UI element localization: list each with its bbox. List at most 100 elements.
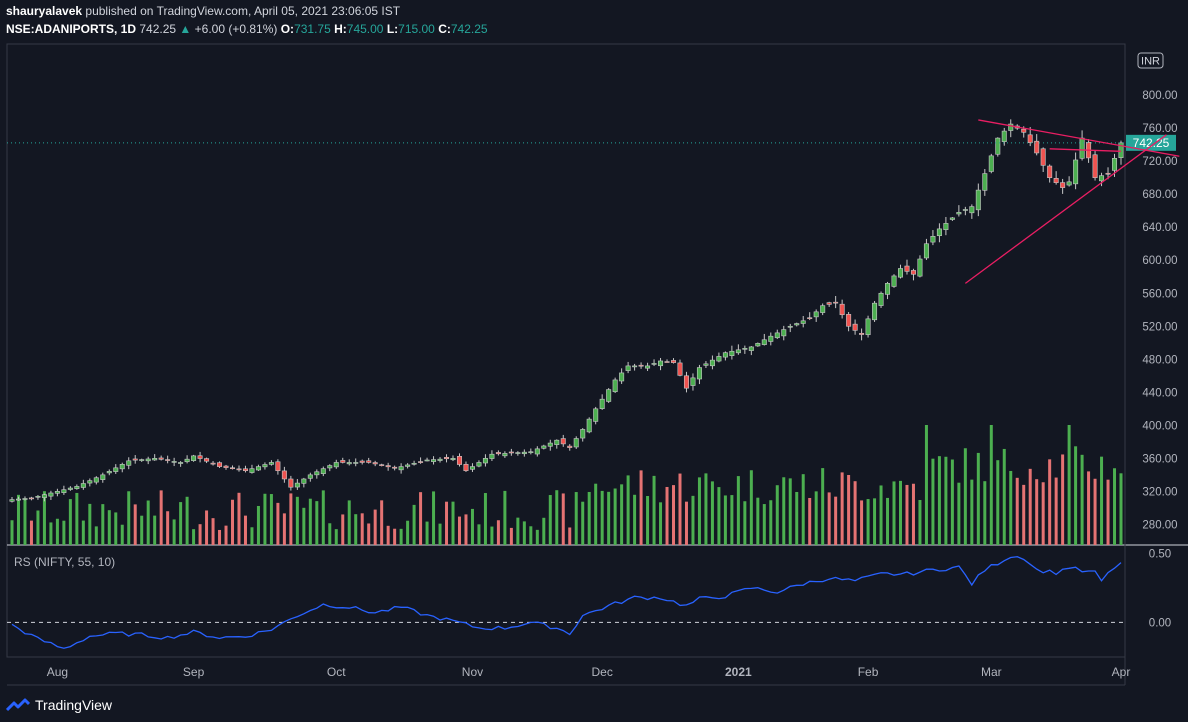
volume-bar	[282, 513, 286, 545]
rs-line	[11, 556, 1122, 649]
volume-bar	[360, 513, 364, 545]
volume-bar	[94, 526, 98, 545]
volume-bar	[652, 475, 656, 545]
volume-bar	[821, 468, 825, 545]
volume-bar	[347, 500, 351, 545]
candle-body	[100, 474, 106, 480]
candle-body	[372, 462, 378, 465]
volume-bar	[678, 473, 682, 545]
candle-body	[865, 318, 871, 336]
candle-body	[398, 466, 404, 471]
candle-body	[1053, 178, 1059, 183]
candle-body	[54, 491, 60, 494]
volume-bar	[814, 491, 818, 545]
candle-body	[405, 464, 411, 467]
candle-body	[852, 323, 858, 331]
volume-bar	[386, 525, 390, 545]
candle-body	[1092, 154, 1098, 179]
volume-bar	[68, 499, 72, 545]
candle-body	[859, 332, 865, 335]
volume-bar	[1119, 473, 1123, 545]
candle-body	[431, 459, 437, 462]
volume-bar	[302, 507, 306, 545]
volume-bar	[775, 485, 779, 545]
volume-bar	[399, 528, 403, 545]
candle-body	[275, 461, 281, 472]
volume-bar	[140, 515, 144, 545]
tradingview-footer[interactable]: TradingView	[6, 694, 112, 716]
volume-bar	[879, 485, 883, 545]
volume-bar	[736, 476, 740, 545]
volume-bar	[743, 501, 747, 545]
candle-body	[197, 455, 203, 459]
volume-bar	[704, 473, 708, 545]
volume-bar	[535, 529, 539, 545]
volume-bar	[587, 491, 591, 545]
candle-body	[671, 360, 677, 363]
volume-bar	[522, 521, 526, 545]
candle-body	[67, 487, 73, 490]
volume-bar	[192, 529, 196, 545]
volume-bar	[81, 520, 85, 545]
volume-bar	[321, 490, 325, 545]
candle-body	[930, 236, 936, 243]
volume-bar	[503, 490, 507, 545]
candle-body	[223, 465, 229, 468]
volume-bar	[256, 505, 260, 545]
candle-body	[612, 379, 618, 393]
price-tick-label: 600.00	[1142, 255, 1177, 267]
volume-bar	[36, 510, 40, 545]
candle-body	[106, 471, 112, 474]
candle-body	[307, 474, 313, 479]
volume-bar	[16, 494, 20, 545]
candle-body	[794, 323, 800, 326]
time-tick-label: Mar	[981, 665, 1002, 679]
volume-bar	[107, 510, 111, 545]
volume-bar	[834, 496, 838, 545]
volume-bar	[464, 514, 468, 545]
symbol-ohlc-header: NSE:ADANIPORTS, 1D 742.25 ▲ +6.00 (+0.81…	[6, 22, 488, 36]
candle-body	[761, 339, 767, 345]
volume-bar	[127, 491, 131, 545]
time-tick-label: Apr	[1112, 665, 1131, 679]
candle-body	[593, 408, 599, 422]
volume-bar	[308, 498, 312, 545]
volume-bar	[198, 524, 202, 545]
price-tick-label: 280.00	[1142, 519, 1177, 531]
open-value: 731.75	[294, 22, 331, 36]
candle-body	[145, 458, 151, 462]
candle-body	[469, 466, 475, 470]
candle-body	[936, 228, 942, 237]
volume-bar	[620, 484, 624, 545]
price-tick-label: 720.00	[1142, 156, 1177, 168]
candle-body	[1073, 159, 1079, 185]
volume-bar	[970, 479, 974, 545]
candle-body	[755, 343, 761, 347]
candle-body	[411, 462, 417, 465]
candle-body	[1021, 128, 1027, 133]
volume-bar	[29, 520, 33, 545]
price-tick-label: 320.00	[1142, 486, 1177, 498]
candle-body	[385, 465, 391, 468]
volume-bar	[23, 498, 27, 545]
volume-bar	[328, 523, 332, 545]
candle-body	[515, 452, 521, 454]
author-name[interactable]: shauryalavek	[6, 4, 83, 18]
symbol-label[interactable]: NSE:ADANIPORTS, 1D	[6, 22, 137, 36]
close-value: 742.25	[450, 22, 488, 36]
volume-bar	[42, 491, 46, 545]
candle-body	[904, 265, 910, 272]
volume-bar	[1093, 478, 1097, 545]
candle-body	[1001, 130, 1007, 142]
volume-bar	[788, 478, 792, 545]
volume-bar	[529, 526, 533, 545]
rs-tick-label: 0.00	[1149, 617, 1171, 629]
candle-body	[949, 217, 955, 220]
volume-bar	[10, 520, 14, 545]
volume-bar	[873, 498, 877, 545]
candle-body	[833, 301, 839, 304]
candle-body	[820, 305, 826, 313]
candle-body	[126, 460, 132, 466]
candle-body	[35, 496, 41, 498]
